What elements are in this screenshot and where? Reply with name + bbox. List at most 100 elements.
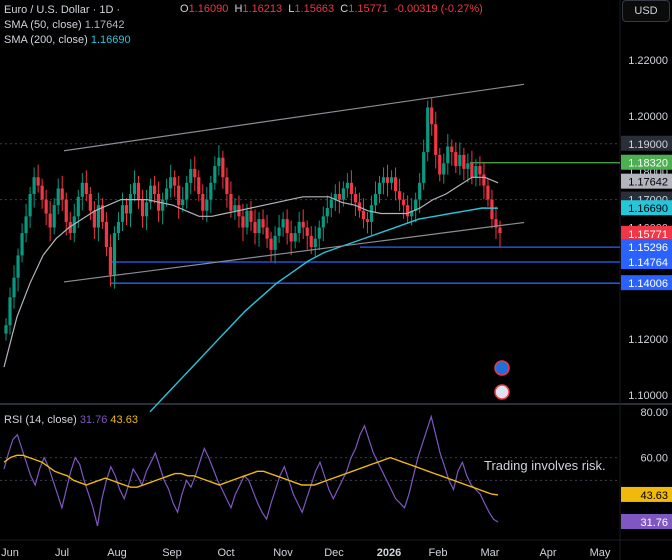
candle-body [389,177,394,183]
time-tick-label: Aug [107,547,127,559]
candle-body [494,219,498,228]
rsi-ma-label-bg [621,486,672,502]
candle-body [76,196,80,217]
candle-body [301,221,305,228]
time-tick-label: Oct [217,547,234,559]
time-tick-label: Nov [273,547,293,559]
candle-body [233,205,237,211]
candle-body [309,235,313,248]
rsi-ma-line [3,454,499,496]
candle-body [297,221,301,234]
candle-body [285,219,289,234]
candle-body [418,182,422,200]
candle-body [293,233,297,242]
candle-body [241,216,245,228]
currency-button[interactable]: USD [622,0,670,22]
candle-body [245,210,249,228]
candle-body [273,235,277,250]
candle-body [329,199,333,208]
candle-body [349,182,353,194]
time-tick-label: Sep [162,547,182,559]
candle-body [88,194,92,211]
candle-body [128,194,133,214]
sma200-legend[interactable]: SMA (200, close) 1.16690 [4,33,131,47]
candle-body [217,157,221,167]
price-label: 1.15296 [628,242,668,254]
candle-body [438,154,442,175]
rsi-legend[interactable]: RSI (14, close) 31.76 43.63 [4,413,138,427]
candle-body [201,194,205,211]
candle-body [153,185,157,194]
time-tick-label: Apr [539,547,556,559]
candle-body [414,199,418,211]
candle-body [140,199,145,217]
event-icon-us [494,384,510,400]
candle-body [225,177,229,194]
candle-body [48,213,52,228]
candle-body [317,227,321,239]
candle-body [104,221,109,248]
low-value: 1.15663 [294,3,335,15]
candle-body [281,219,285,228]
sma50-label: SMA (50, close) [4,19,82,31]
sma200-value: 1.16690 [90,34,131,46]
candle-body [177,185,181,206]
price-label-bg [621,200,672,216]
candle-body [369,205,374,222]
candle-body [148,185,153,203]
candle-body [124,205,129,214]
candle-body [337,194,341,200]
candle-body [458,154,462,167]
candle-body [96,205,100,228]
time-tick-label: Jul [55,547,69,559]
candle-body [466,163,470,169]
candle-body [257,219,261,234]
candle-body [377,182,382,194]
candle-body [4,325,8,334]
candle-body [52,205,56,228]
candle-body [498,227,502,234]
price-tick-label: 1.12000 [628,334,668,346]
candle-body [426,107,430,153]
candle-body [333,194,337,200]
candle-body [470,163,474,178]
candle-body [325,207,329,217]
candle-body [64,199,68,222]
candle-body [385,177,390,183]
candle-body [205,199,209,211]
candle-body [40,185,44,200]
change-value: -0.00319 (-0.27%) [394,3,483,15]
channel-upper-line [63,83,525,152]
candle-body [32,177,36,194]
candle-body [120,205,125,222]
price-label: 1.16690 [628,203,668,215]
candle-body [80,182,84,197]
candle-body [221,157,225,178]
candle-body [478,166,482,175]
candle-body [108,247,113,275]
price-label: 1.14006 [628,278,668,290]
candle-body [229,194,233,211]
candle-body [462,154,466,169]
candle-body [16,255,20,278]
price-label-bg [621,275,672,291]
candle-body [20,233,24,256]
price-label-bg [621,225,672,241]
time-tick-label: Dec [324,547,344,559]
candle-body [289,233,293,242]
sma200-label: SMA (200, close) [4,34,88,46]
candle-body [56,188,60,206]
candle-body [381,177,386,183]
candle-body [169,177,173,189]
rsi-tick-label: 60.00 [640,453,668,465]
candle-body [185,182,189,200]
risk-disclaimer: Trading involves risk. [484,458,606,473]
candle-body [209,182,213,200]
price-label: 1.18320 [628,158,668,170]
time-tick-label: Jun [1,547,19,559]
candle-body [116,221,121,234]
candle-body [8,297,12,326]
sma50-legend[interactable]: SMA (50, close) 1.17642 [4,18,124,32]
